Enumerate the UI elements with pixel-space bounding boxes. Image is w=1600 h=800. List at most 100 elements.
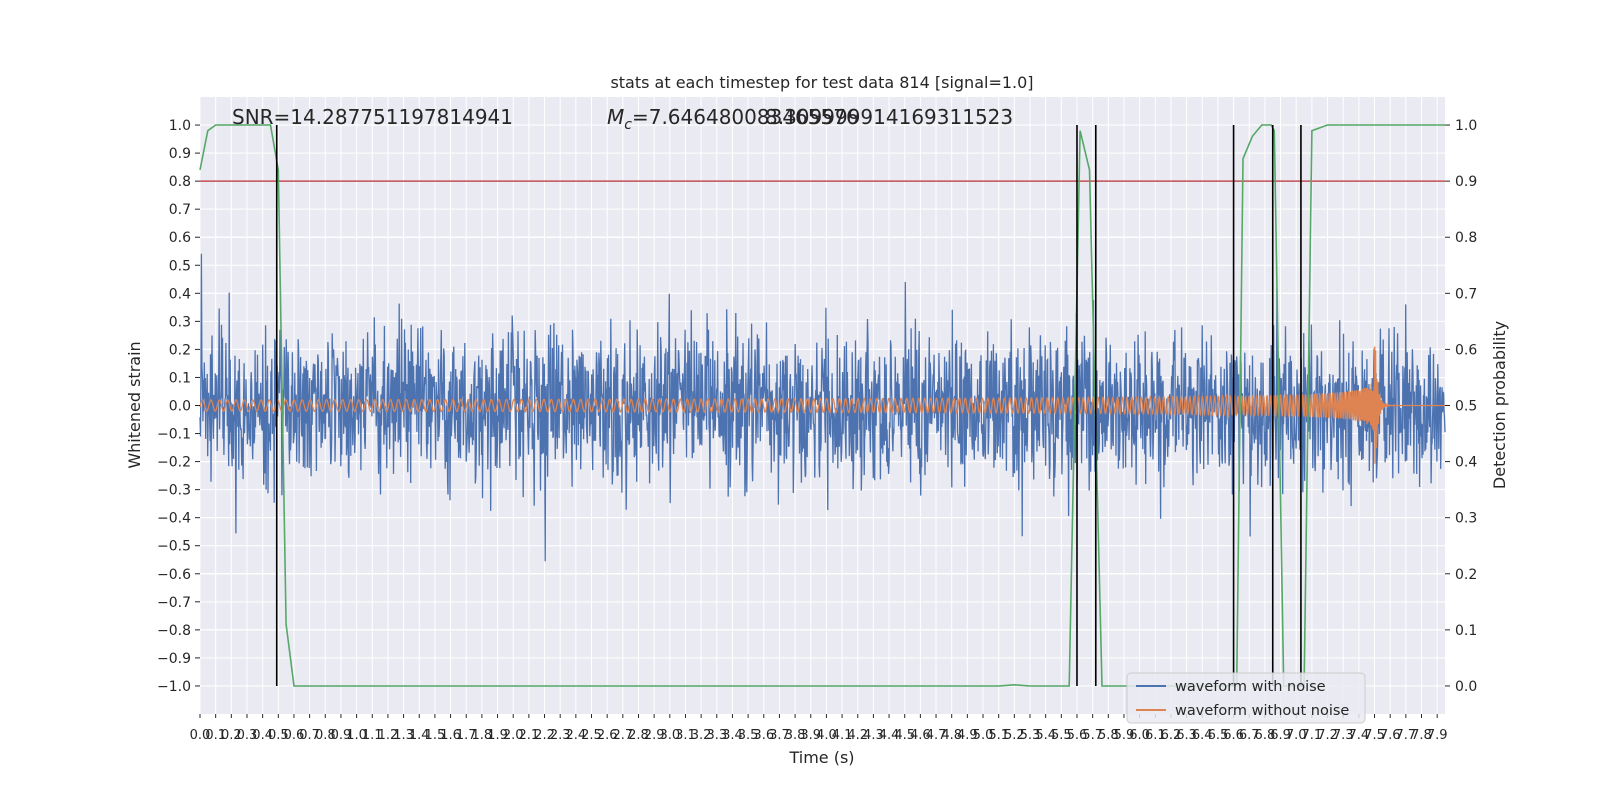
x-tick-label-38: 3.8 — [785, 728, 806, 743]
x-tick-label-7: 0.7 — [299, 728, 320, 743]
x-tick-label-65: 6.5 — [1208, 728, 1229, 743]
y-right-tick-label-7: 0.3 — [1455, 511, 1477, 527]
x-tick-label-79: 7.9 — [1427, 728, 1448, 743]
x-tick-label-51: 5.1 — [988, 728, 1009, 743]
x-tick-label-21: 2.1 — [519, 728, 540, 743]
x-tick-label-77: 7.7 — [1396, 728, 1417, 743]
clean-waveform-line — [199, 346, 1445, 464]
x-tick-label-46: 4.6 — [910, 728, 931, 743]
x-tick-label-37: 3.7 — [769, 728, 790, 743]
x-tick-label-2: 0.2 — [221, 728, 242, 743]
x-tick-label-14: 1.4 — [409, 728, 430, 743]
noise-waveform-line — [199, 253, 1446, 562]
x-tick-label-6: 0.6 — [284, 728, 305, 743]
x-tick-label-34: 3.4 — [722, 728, 743, 743]
x-tick-label-50: 5.0 — [973, 728, 994, 743]
x-tick-label-40: 4.0 — [816, 728, 837, 743]
series-waveform-with-noise — [199, 253, 1446, 562]
x-tick-label-24: 2.4 — [566, 728, 587, 743]
x-tick-label-41: 4.1 — [832, 728, 853, 743]
x-tick-label-10: 1.0 — [346, 728, 367, 743]
y-right-tick-label-1: 0.9 — [1455, 174, 1477, 190]
x-tick-label-60: 6.0 — [1129, 728, 1150, 743]
y-tick-label-2: 0.8 — [169, 174, 191, 190]
x-tick-label-59: 5.9 — [1114, 728, 1135, 743]
chart-title: stats at each timestep for test data 814… — [610, 73, 1033, 92]
y-axis-right: 1.0 0.9 0.8 0.7 0.6 0.5 0.4 0.3 0.2 0.1 0.0 — [1445, 118, 1477, 695]
legend-label-clean: waveform without noise — [1175, 703, 1349, 719]
x-tick-label-66: 6.6 — [1223, 728, 1244, 743]
x-tick-label-35: 3.5 — [738, 728, 759, 743]
y-tick-label-3: 0.7 — [169, 202, 191, 218]
y-tick-label-8: 0.2 — [169, 342, 191, 358]
y-tick-label-11: −0.1 — [157, 427, 191, 443]
y-axis-left: 1.0 0.9 0.8 0.7 0.6 0.5 0.4 0.3 0.2 0.1 0.0 −0.1 −0.… — [157, 118, 200, 695]
x-tick-label-9: 0.9 — [331, 728, 352, 743]
y-tick-label-10: 0.0 — [169, 399, 191, 415]
x-tick-label-72: 7.2 — [1317, 728, 1338, 743]
y-tick-label-15: −0.5 — [157, 539, 191, 555]
x-tick-label-1: 0.1 — [205, 728, 226, 743]
y-right-tick-label-8: 0.2 — [1455, 567, 1477, 583]
y-tick-label-6: 0.4 — [169, 286, 191, 302]
y-tick-label-0: 1.0 — [169, 118, 191, 134]
x-tick-label-39: 3.9 — [800, 728, 821, 743]
x-tick-label-44: 4.4 — [879, 728, 900, 743]
x-tick-label-17: 1.7 — [456, 728, 477, 743]
x-tick-label-71: 7.1 — [1302, 728, 1323, 743]
x-tick-label-18: 1.8 — [472, 728, 493, 743]
chirp-mass-subscript: c — [624, 117, 632, 133]
y-right-tick-label-0: 1.0 — [1455, 118, 1477, 134]
x-tick-label-29: 2.9 — [644, 728, 665, 743]
x-tick-label-53: 5.3 — [1020, 728, 1041, 743]
x-tick-label-62: 6.2 — [1161, 728, 1182, 743]
x-tick-label-20: 2.0 — [503, 728, 524, 743]
legend-label-noise: waveform with noise — [1175, 679, 1326, 695]
x-tick-label-56: 5.6 — [1067, 728, 1088, 743]
x-tick-label-32: 3.2 — [691, 728, 712, 743]
x-tick-label-49: 4.9 — [957, 728, 978, 743]
y-right-tick-label-4: 0.6 — [1455, 342, 1477, 358]
x-tick-label-12: 1.2 — [378, 728, 399, 743]
x-tick-label-67: 6.7 — [1239, 728, 1260, 743]
x-axis: 0.00.10.20.30.40.50.60.70.80.91.01.11.21… — [190, 714, 1448, 743]
y-tick-label-16: −0.6 — [157, 567, 191, 583]
x-tick-label-45: 4.5 — [894, 728, 915, 743]
y-right-tick-label-6: 0.4 — [1455, 455, 1477, 471]
x-axis-label: Time (s) — [788, 748, 854, 767]
x-tick-label-68: 6.8 — [1255, 728, 1276, 743]
x-tick-label-27: 2.7 — [612, 728, 633, 743]
y-right-tick-label-9: 0.1 — [1455, 623, 1477, 639]
y-tick-label-19: −0.9 — [157, 651, 191, 667]
y-tick-label-1: 0.9 — [169, 146, 191, 162]
x-tick-label-26: 2.6 — [597, 728, 618, 743]
x-tick-label-8: 0.8 — [315, 728, 336, 743]
x-tick-label-47: 4.7 — [926, 728, 947, 743]
x-tick-label-31: 3.1 — [675, 728, 696, 743]
x-tick-label-4: 0.4 — [252, 728, 273, 743]
x-tick-label-54: 5.4 — [1035, 728, 1056, 743]
y-right-tick-label-3: 0.7 — [1455, 286, 1477, 302]
x-tick-label-52: 5.2 — [1004, 728, 1025, 743]
y-axis-label-left: Whitened strain — [125, 341, 144, 468]
x-tick-label-28: 2.8 — [628, 728, 649, 743]
x-tick-label-57: 5.7 — [1082, 728, 1103, 743]
x-tick-label-69: 6.9 — [1270, 728, 1291, 743]
x-tick-label-43: 4.3 — [863, 728, 884, 743]
x-tick-label-23: 2.3 — [550, 728, 571, 743]
x-tick-label-61: 6.1 — [1145, 728, 1166, 743]
y-tick-label-20: −1.0 — [157, 679, 191, 695]
x-tick-label-5: 0.5 — [268, 728, 289, 743]
chirp-mass-symbol: M — [607, 105, 624, 129]
y-right-tick-label-2: 0.8 — [1455, 230, 1477, 246]
x-tick-label-15: 1.5 — [425, 728, 446, 743]
chirp-mass-annotation: Mc=7.646480083465576 — [607, 105, 859, 133]
x-tick-label-75: 7.5 — [1364, 728, 1385, 743]
x-tick-label-16: 1.6 — [440, 728, 461, 743]
overlapping-annotation: 8.309999914169311523 — [765, 105, 1013, 129]
y-tick-label-9: 0.1 — [169, 370, 191, 386]
x-tick-label-70: 7.0 — [1286, 728, 1307, 743]
y-tick-label-17: −0.7 — [157, 595, 191, 611]
y-tick-label-13: −0.3 — [157, 483, 191, 499]
